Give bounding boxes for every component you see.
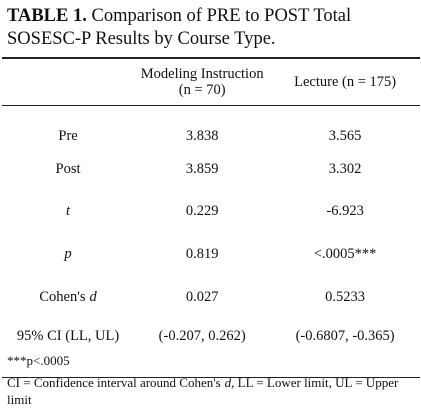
notes: ***p<.0005 CI = Confidence interval arou… (7, 352, 412, 413)
header-cell (2, 57, 135, 106)
significance-note: ***p<.0005 (7, 353, 70, 368)
results-table: Modeling Instruction (n = 70) Lecture (n… (2, 57, 420, 379)
table-row: p 0.819 <.0005*** (2, 233, 420, 276)
table-row: Post 3.859 3.302 (2, 148, 420, 191)
ci-note: CI = Confidence interval around Cohen's d… (7, 374, 412, 408)
label-text: Post (55, 160, 81, 177)
note-italic: d (224, 375, 232, 390)
column-header: Lecture (n = 175) (270, 57, 420, 106)
header-row: Modeling Instruction (n = 70) Lecture (n… (2, 57, 420, 106)
value-cell: 0.229 (185, 203, 219, 220)
title-text: Comparison of PRE to POST Total SOSESC-P… (7, 6, 352, 49)
label-text: Pre (58, 128, 78, 144)
label-italic: d (89, 288, 97, 305)
value-cell: 3.838 (185, 128, 219, 144)
value-cell: (-0.6807, -0.365) (270, 318, 420, 379)
value-cell: 3.859 (185, 160, 219, 177)
value-cell: 3.302 (328, 160, 362, 177)
value-cell: 0.027 (185, 288, 219, 305)
note-text: , LL = Lower limit, UL = Upper limit (7, 375, 399, 407)
table-label: TABLE 1. (7, 6, 87, 26)
row-label: p (2, 233, 134, 276)
label-text: Cohen's (39, 288, 86, 305)
label-text: p (64, 245, 72, 262)
value-cell: 3.565 (328, 128, 362, 144)
label-text: t (66, 203, 71, 220)
row-label: Cohen's d (2, 276, 134, 319)
note-text: CI = Confidence interval around Cohen's (7, 375, 221, 390)
value-cell: <.0005*** (313, 245, 377, 262)
row-label: Pre (2, 106, 134, 149)
table-row: Pre 3.838 3.565 (2, 106, 420, 149)
table-row: 95% CI (LL, UL) (-0.207, 0.262) (-0.6807, … (2, 318, 420, 379)
row-label: 95% CI (LL, UL) (2, 318, 135, 379)
row-label: t (2, 191, 134, 234)
row-label: Post (2, 148, 134, 191)
value-cell: -6.923 (326, 203, 364, 220)
table-row: Cohen's d 0.027 0.5233 (2, 276, 420, 319)
value-cell: 0.819 (185, 245, 219, 262)
value-cell: (-0.207, 0.262) (134, 318, 271, 379)
table-title: TABLE 1. Comparison of PRE to POST Total… (7, 5, 407, 51)
value-cell: 0.5233 (325, 288, 366, 305)
table-row: t 0.229 -6.923 (2, 191, 420, 234)
label-text: 95% CI (LL, UL) (16, 328, 120, 345)
column-header: Modeling Instruction (n = 70) (134, 57, 271, 106)
